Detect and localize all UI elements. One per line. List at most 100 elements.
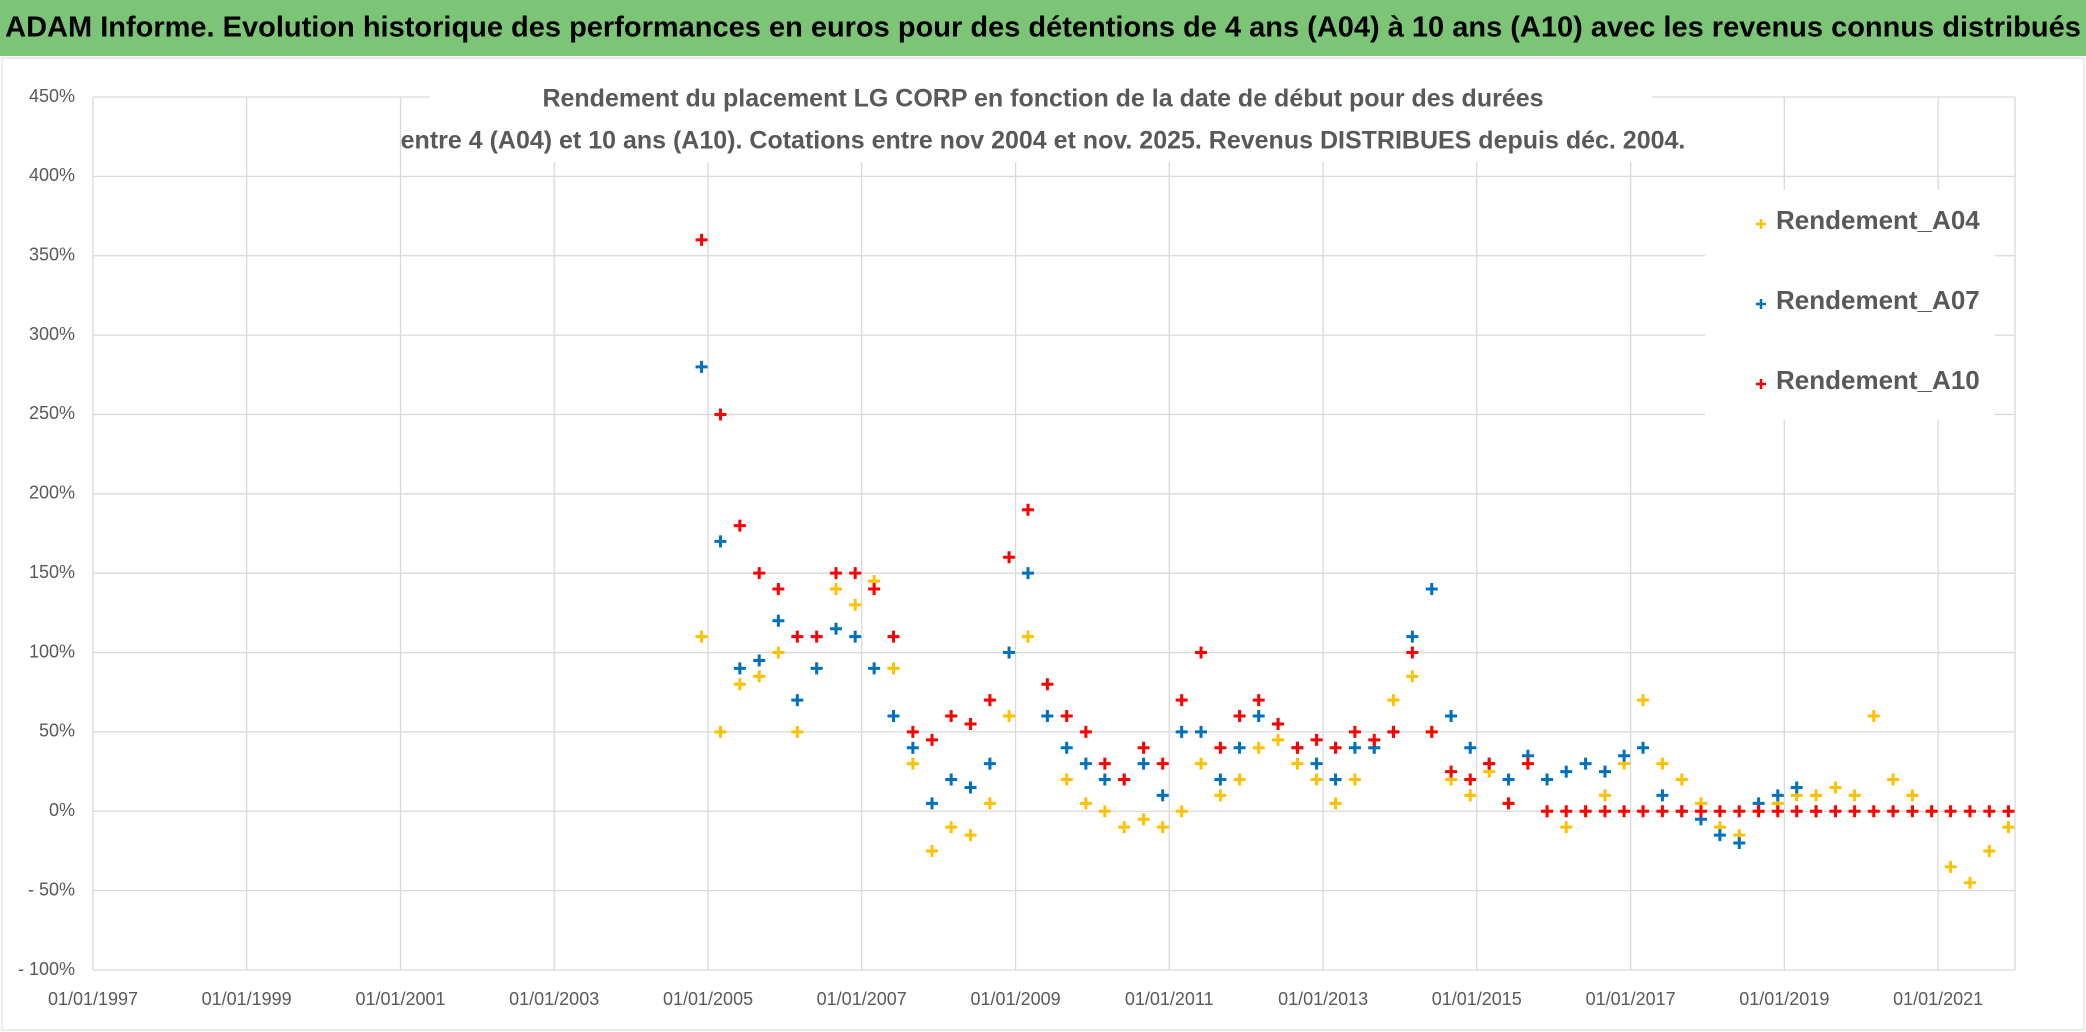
data-point bbox=[1848, 789, 1861, 802]
data-point bbox=[1521, 757, 1534, 770]
data-point bbox=[695, 233, 708, 246]
y-tick-label: 250% bbox=[29, 403, 75, 423]
data-point bbox=[887, 662, 900, 675]
data-point bbox=[1003, 710, 1016, 723]
data-point bbox=[1598, 805, 1611, 818]
data-point bbox=[695, 630, 708, 643]
data-point bbox=[1406, 646, 1419, 659]
x-tick-label: 01/01/2003 bbox=[509, 989, 599, 1009]
data-point bbox=[733, 678, 746, 691]
data-point bbox=[1175, 805, 1188, 818]
data-point bbox=[1041, 678, 1054, 691]
data-point bbox=[1195, 757, 1208, 770]
data-point bbox=[1329, 797, 1342, 810]
data-point bbox=[1445, 710, 1458, 723]
y-tick-label: - 50% bbox=[28, 879, 75, 899]
data-point bbox=[1848, 805, 1861, 818]
data-point bbox=[906, 741, 919, 754]
data-point bbox=[1983, 805, 1996, 818]
data-point bbox=[1214, 789, 1227, 802]
x-tick-label: 01/01/1997 bbox=[48, 989, 138, 1009]
data-point bbox=[1079, 757, 1092, 770]
data-point bbox=[1348, 741, 1361, 754]
x-tick-label: 01/01/2011 bbox=[1125, 989, 1214, 1009]
data-point bbox=[1118, 821, 1131, 834]
data-point bbox=[1214, 773, 1227, 786]
data-point bbox=[1618, 749, 1631, 762]
data-point bbox=[772, 646, 785, 659]
data-point bbox=[1637, 805, 1650, 818]
data-point bbox=[1079, 797, 1092, 810]
data-point bbox=[1656, 805, 1669, 818]
data-point bbox=[1118, 773, 1131, 786]
data-point bbox=[1675, 773, 1688, 786]
data-point bbox=[1867, 710, 1880, 723]
legend-label: Rendement_A04 bbox=[1776, 205, 1980, 235]
data-point bbox=[1713, 829, 1726, 842]
data-point bbox=[1175, 694, 1188, 707]
data-point bbox=[1291, 741, 1304, 754]
data-point bbox=[1694, 805, 1707, 818]
data-point bbox=[964, 829, 977, 842]
data-point bbox=[1098, 805, 1111, 818]
data-point bbox=[1887, 773, 1900, 786]
y-tick-label: 350% bbox=[29, 244, 75, 264]
data-point bbox=[1464, 789, 1477, 802]
data-point bbox=[926, 733, 939, 746]
x-tick-label: 01/01/1999 bbox=[202, 989, 292, 1009]
data-point bbox=[1560, 805, 1573, 818]
data-point bbox=[1329, 741, 1342, 754]
data-point bbox=[1963, 805, 1976, 818]
data-point bbox=[1810, 805, 1823, 818]
data-point bbox=[1713, 805, 1726, 818]
data-point bbox=[1637, 694, 1650, 707]
data-point bbox=[1810, 789, 1823, 802]
data-point bbox=[1598, 765, 1611, 778]
data-point bbox=[1425, 725, 1438, 738]
data-point bbox=[1348, 773, 1361, 786]
data-point bbox=[1098, 757, 1111, 770]
data-point bbox=[1790, 805, 1803, 818]
data-point bbox=[1214, 741, 1227, 754]
x-tick-label: 01/01/2013 bbox=[1278, 989, 1368, 1009]
x-tick-label: 01/01/2009 bbox=[971, 989, 1061, 1009]
data-point bbox=[791, 630, 804, 643]
legend-marker bbox=[1756, 219, 1766, 229]
data-point bbox=[983, 757, 996, 770]
data-point bbox=[1541, 773, 1554, 786]
data-point bbox=[714, 725, 727, 738]
data-point bbox=[945, 710, 958, 723]
data-point bbox=[1233, 710, 1246, 723]
data-point bbox=[1137, 741, 1150, 754]
data-point bbox=[1252, 694, 1265, 707]
data-point bbox=[945, 821, 958, 834]
data-point bbox=[1272, 733, 1285, 746]
chart-title: entre 4 (A04) et 10 ans (A10). Cotations… bbox=[401, 127, 1686, 155]
data-point bbox=[1425, 583, 1438, 596]
data-point bbox=[1598, 789, 1611, 802]
data-point bbox=[887, 630, 900, 643]
data-point bbox=[1656, 789, 1669, 802]
data-point bbox=[1637, 741, 1650, 754]
data-point bbox=[1060, 773, 1073, 786]
y-tick-label: 0% bbox=[49, 800, 75, 820]
y-tick-label: 300% bbox=[29, 324, 75, 344]
data-point bbox=[1387, 694, 1400, 707]
data-point bbox=[1022, 503, 1034, 516]
data-point bbox=[2002, 821, 2015, 834]
data-point bbox=[1156, 757, 1169, 770]
data-point bbox=[1098, 773, 1111, 786]
data-point bbox=[1733, 837, 1746, 850]
data-point bbox=[926, 797, 939, 810]
data-point bbox=[1829, 781, 1842, 794]
y-tick-label: 50% bbox=[39, 721, 75, 741]
data-point bbox=[1272, 717, 1285, 730]
data-point bbox=[1983, 844, 1996, 857]
x-tick-label: 01/01/2005 bbox=[663, 989, 753, 1009]
data-point bbox=[1771, 789, 1784, 802]
data-point bbox=[1887, 805, 1900, 818]
data-point bbox=[1790, 781, 1803, 794]
data-point bbox=[733, 519, 746, 532]
y-tick-label: 150% bbox=[29, 562, 75, 582]
data-point bbox=[1675, 805, 1688, 818]
